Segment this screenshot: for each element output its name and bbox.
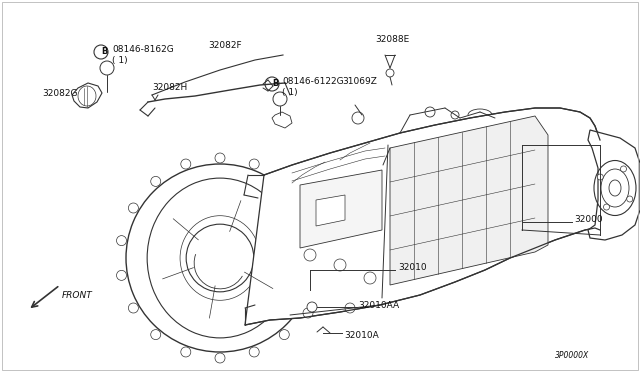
Text: FRONT: FRONT	[62, 291, 93, 299]
Circle shape	[215, 353, 225, 363]
Circle shape	[116, 270, 127, 280]
Circle shape	[180, 347, 191, 357]
Text: 31069Z: 31069Z	[342, 77, 377, 87]
Circle shape	[94, 45, 108, 59]
Circle shape	[303, 308, 313, 318]
Text: ( 1): ( 1)	[282, 87, 298, 96]
Circle shape	[386, 69, 394, 77]
Circle shape	[273, 92, 287, 106]
Text: 08146-8162G: 08146-8162G	[112, 45, 173, 55]
Circle shape	[364, 272, 376, 284]
Circle shape	[451, 111, 459, 119]
Text: 32082H: 32082H	[152, 83, 188, 93]
Circle shape	[352, 112, 364, 124]
Polygon shape	[316, 195, 345, 226]
Text: 08146-6122G: 08146-6122G	[282, 77, 344, 87]
Circle shape	[129, 303, 138, 313]
Polygon shape	[272, 112, 292, 128]
Circle shape	[249, 347, 259, 357]
Text: 32000: 32000	[574, 215, 603, 224]
Circle shape	[249, 159, 259, 169]
Circle shape	[314, 235, 323, 246]
Polygon shape	[300, 170, 382, 248]
Circle shape	[621, 166, 627, 172]
Text: 32082G: 32082G	[42, 89, 77, 97]
Circle shape	[425, 107, 435, 117]
Circle shape	[627, 196, 633, 202]
Text: 32088E: 32088E	[375, 35, 409, 45]
Circle shape	[334, 259, 346, 271]
Circle shape	[265, 77, 279, 91]
Text: ( 1): ( 1)	[112, 55, 127, 64]
Circle shape	[279, 176, 289, 186]
Text: B: B	[101, 48, 108, 57]
Text: 3P0000X: 3P0000X	[555, 350, 589, 359]
Text: B: B	[272, 80, 278, 89]
Text: 32082F: 32082F	[208, 42, 242, 51]
Circle shape	[304, 249, 316, 261]
Polygon shape	[390, 116, 548, 285]
Polygon shape	[588, 130, 640, 240]
Circle shape	[314, 270, 323, 280]
Circle shape	[180, 159, 191, 169]
Circle shape	[301, 203, 312, 213]
Circle shape	[345, 303, 355, 313]
Circle shape	[129, 203, 138, 213]
Circle shape	[100, 61, 114, 75]
Circle shape	[307, 302, 317, 312]
Circle shape	[597, 174, 604, 180]
Circle shape	[151, 176, 161, 186]
Circle shape	[116, 235, 127, 246]
Circle shape	[215, 153, 225, 163]
Circle shape	[279, 330, 289, 340]
Polygon shape	[245, 108, 600, 325]
Circle shape	[151, 330, 161, 340]
Circle shape	[301, 303, 312, 313]
Text: 32010A: 32010A	[344, 330, 379, 340]
Circle shape	[604, 204, 609, 210]
Text: 32010AA: 32010AA	[358, 301, 399, 310]
Polygon shape	[72, 83, 102, 108]
Text: 32010: 32010	[398, 263, 427, 273]
